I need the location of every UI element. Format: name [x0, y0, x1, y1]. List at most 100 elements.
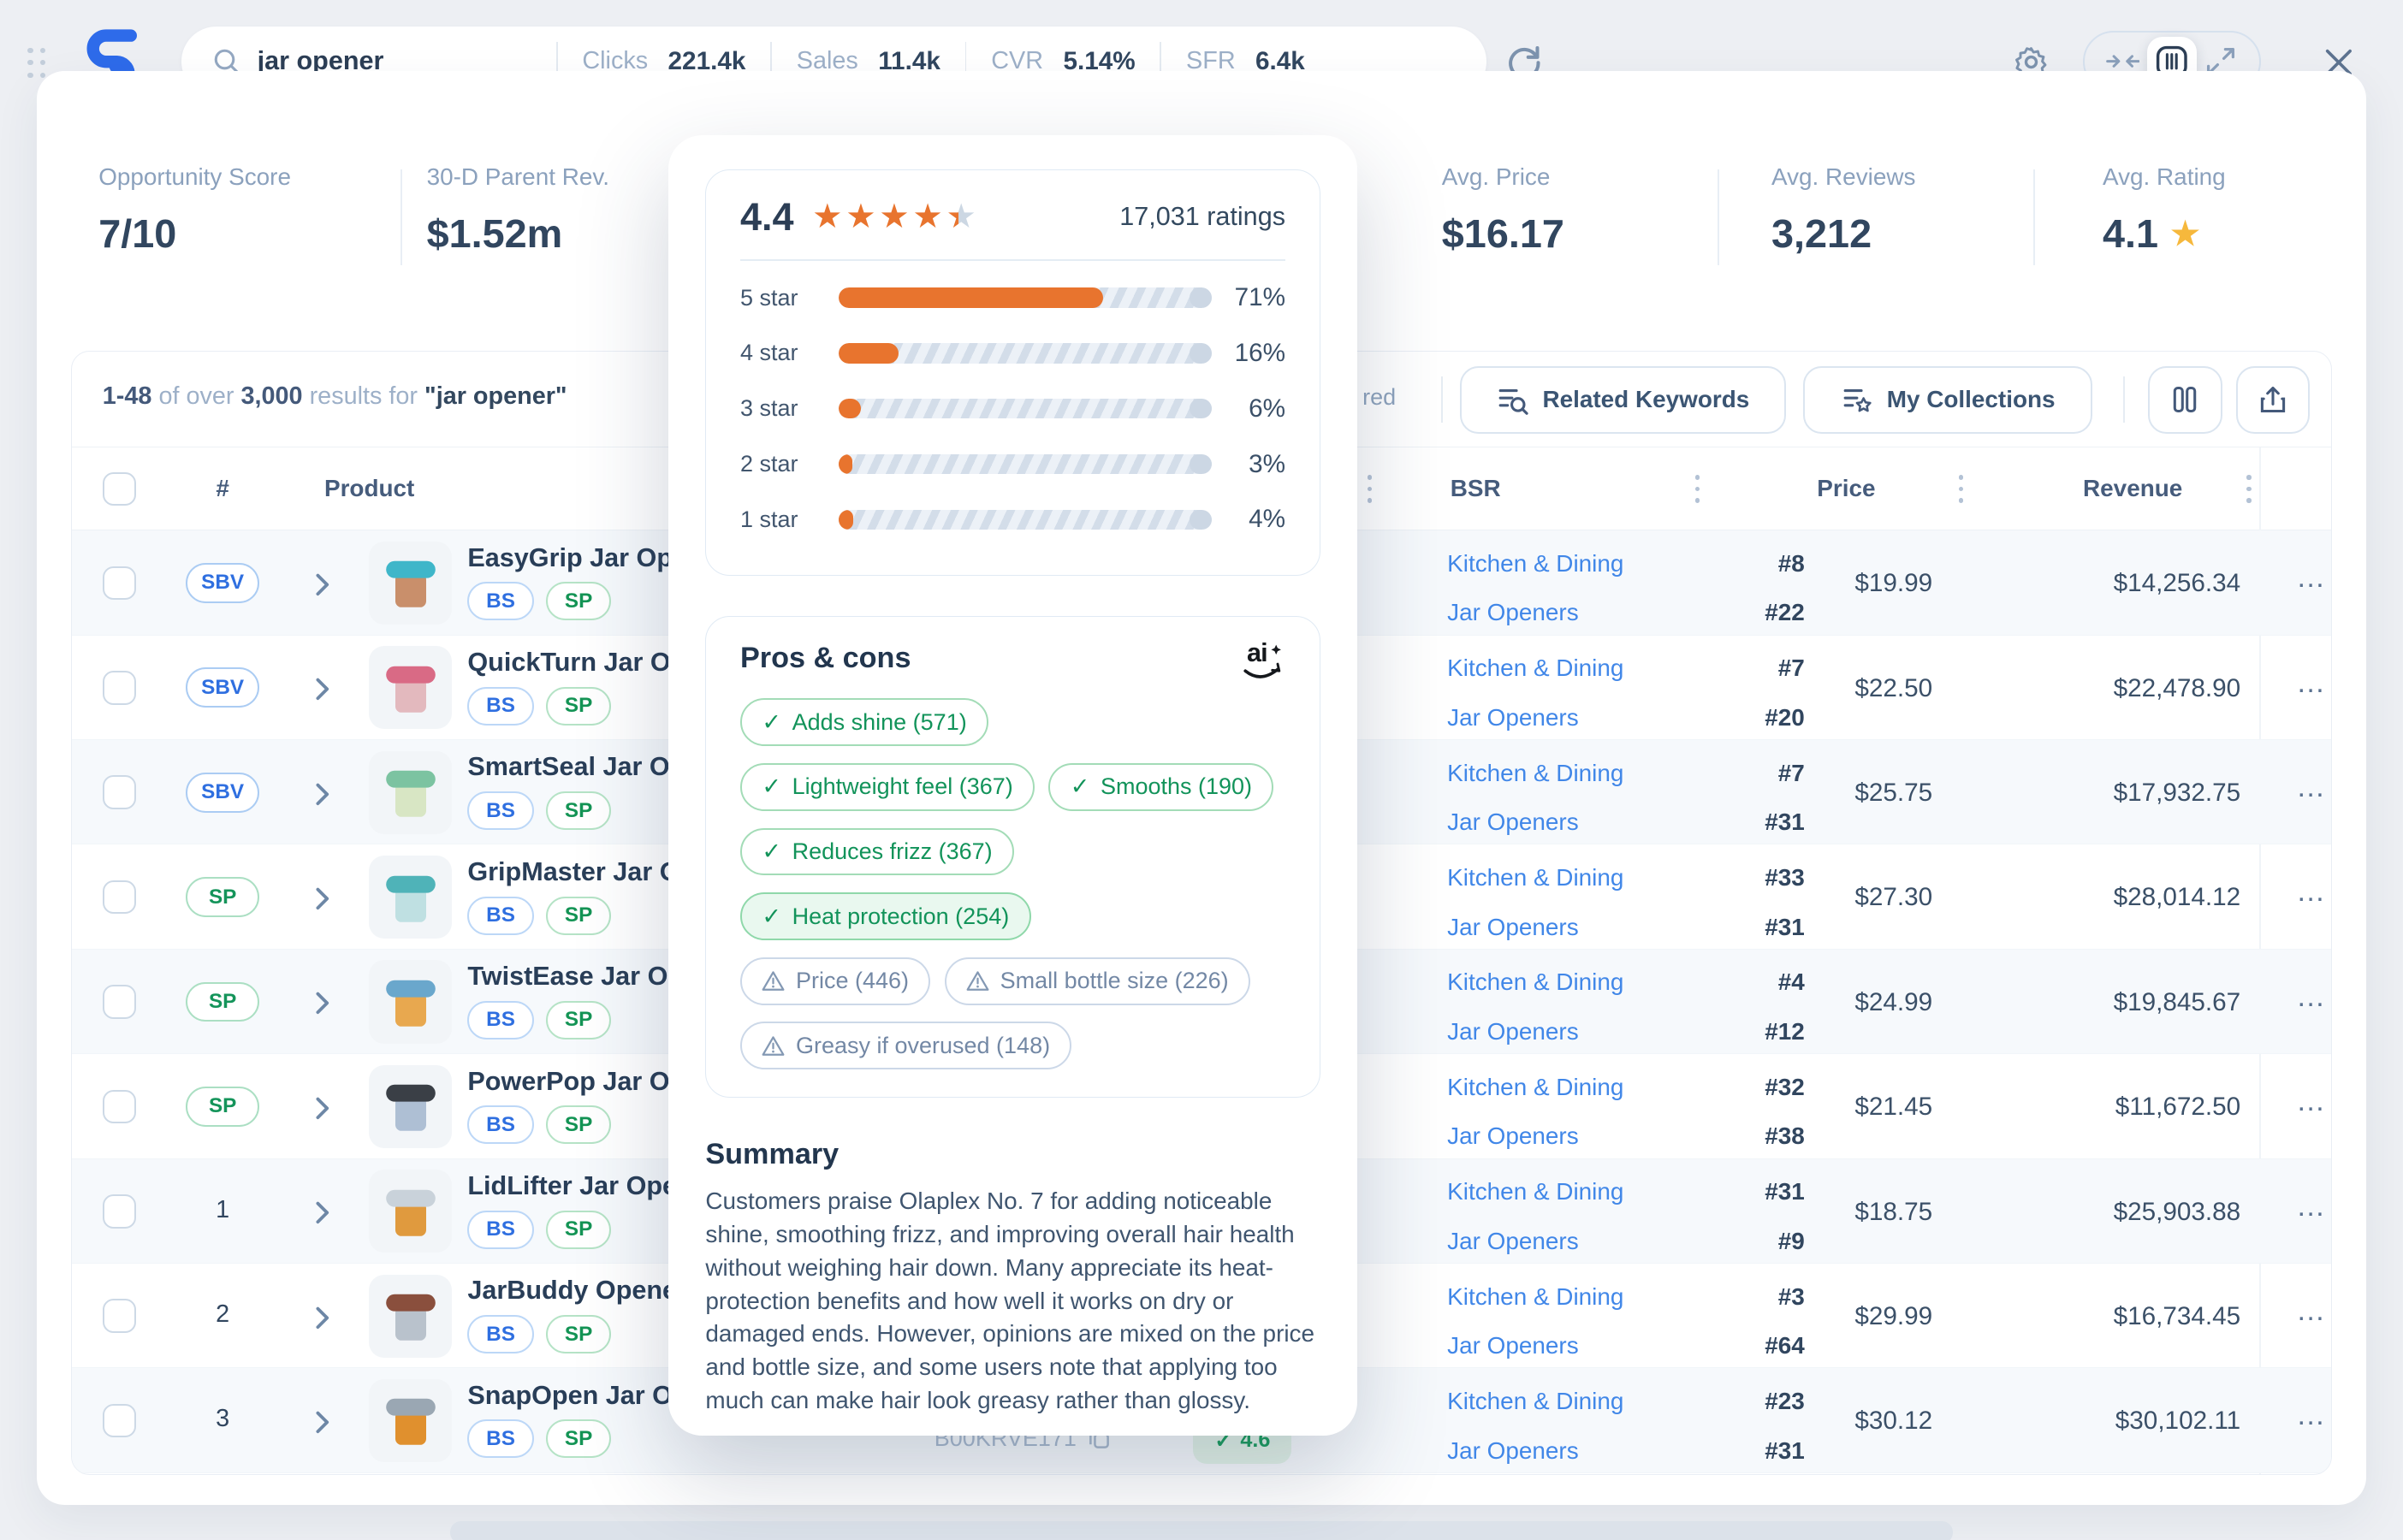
category-link[interactable]: Jar Openers [1447, 1332, 1579, 1359]
chevron-right-icon[interactable] [313, 1306, 332, 1330]
summary-title: Summary [705, 1138, 840, 1171]
category-link[interactable]: Kitchen & Dining [1447, 654, 1624, 682]
revenue-cell: $11,672.50 [2115, 1093, 2241, 1122]
category-link[interactable]: Kitchen & Dining [1447, 759, 1624, 786]
category-link[interactable]: Jar Openers [1447, 1122, 1579, 1150]
pro-tag[interactable]: ✓ Lightweight feel (367) [739, 762, 1035, 811]
columns-settings-button[interactable] [2148, 365, 2222, 434]
star-icon: ★ [2170, 216, 2200, 252]
category-link[interactable]: Kitchen & Dining [1447, 1282, 1624, 1310]
bsr-cell: Kitchen & Dining #4 Jar Openers #12 [1447, 968, 1805, 1045]
chevron-right-icon[interactable] [313, 886, 332, 911]
bsr-cell: Kitchen & Dining #32 Jar Openers #38 [1447, 1073, 1805, 1150]
bsr-cell: Kitchen & Dining #31 Jar Openers #9 [1447, 1178, 1805, 1254]
pro-tag-highlighted[interactable]: ✓ Heat protection (254) [739, 892, 1031, 940]
column-header-product[interactable]: Product [323, 475, 415, 502]
chevron-right-icon[interactable] [313, 572, 332, 597]
rating-stars-icon: ★ ★ ★ ★ ★ [812, 197, 976, 235]
column-menu-icon[interactable] [1958, 475, 1965, 503]
row-checkbox[interactable] [102, 1403, 137, 1438]
drag-handle-icon[interactable] [27, 47, 50, 82]
pro-tag[interactable]: ✓ Smooths (190) [1048, 762, 1274, 811]
rating-bar [838, 343, 1212, 364]
category-link[interactable]: Kitchen & Dining [1447, 1387, 1624, 1414]
stat-cvr: CVR 5.14% [991, 46, 1136, 75]
row-checkbox[interactable] [102, 566, 137, 601]
stat-sales: Sales 11.4k [796, 46, 940, 75]
row-menu-button[interactable]: … [2295, 1399, 2327, 1432]
category-link[interactable]: Jar Openers [1447, 599, 1579, 626]
kpi-avg-reviews: Avg. Reviews 3,212 [1771, 163, 1916, 257]
row-menu-button[interactable]: … [2295, 561, 2327, 595]
background-window-edge [449, 1521, 1954, 1540]
chevron-right-icon[interactable] [313, 991, 332, 1016]
column-header-rank[interactable]: # [216, 475, 229, 502]
row-menu-button[interactable]: … [2295, 980, 2327, 1013]
column-header-price[interactable]: Price [1817, 475, 1876, 502]
con-tag[interactable]: Price (446) [739, 957, 931, 1005]
category-link[interactable]: Kitchen & Dining [1447, 1073, 1624, 1100]
category-link[interactable]: Jar Openers [1447, 1227, 1579, 1254]
column-menu-icon[interactable] [1694, 475, 1701, 503]
row-checkbox[interactable] [102, 880, 137, 915]
row-menu-button[interactable]: … [2295, 1189, 2327, 1223]
row-checkbox[interactable] [102, 1299, 137, 1333]
column-menu-icon[interactable] [1367, 475, 1374, 503]
row-menu-button[interactable]: … [2295, 875, 2327, 909]
row-checkbox[interactable] [102, 985, 137, 1019]
row-menu-button[interactable]: … [2295, 1294, 2327, 1327]
results-range: 1-48 of over 3,000 results for "jar open… [102, 382, 567, 411]
category-link[interactable]: Jar Openers [1447, 703, 1579, 731]
price-cell: $30.12 [1854, 1407, 1933, 1436]
category-link[interactable]: Kitchen & Dining [1447, 1178, 1624, 1205]
pro-tag[interactable]: ✓ Adds shine (571) [739, 698, 989, 747]
row-menu-button[interactable]: … [2295, 770, 2327, 803]
my-collections-button[interactable]: My Collections [1802, 365, 2093, 434]
row-checkbox[interactable] [102, 670, 137, 705]
column-header-revenue[interactable]: Revenue [2083, 475, 2183, 502]
rating-card: 4.4 ★ ★ ★ ★ ★ 17,031 ratings 5 star 71% 4 st… [705, 169, 1320, 577]
pro-tag[interactable]: ✓ Reduces frizz (367) [739, 827, 1015, 876]
revenue-cell: $25,903.88 [2113, 1197, 2241, 1226]
column-menu-icon[interactable] [2246, 475, 2252, 503]
table-row[interactable]: 2 JarBuddy Opener BS SP Kitchen & Dining #… [71, 1264, 2332, 1369]
con-tag[interactable]: Small bottle size (226) [944, 957, 1251, 1005]
category-link[interactable]: Jar Openers [1447, 913, 1579, 940]
rating-bar [838, 399, 1212, 419]
sp-badge: SP [546, 1419, 612, 1459]
export-button[interactable] [2235, 365, 2311, 434]
column-header-bsr[interactable]: BSR [1450, 475, 1501, 502]
category-link[interactable]: Jar Openers [1447, 1436, 1579, 1464]
category-link[interactable]: Kitchen & Dining [1447, 968, 1624, 996]
chevron-right-icon[interactable] [313, 1096, 332, 1121]
rank-badge: SBV [185, 667, 260, 708]
product-image [369, 1378, 453, 1463]
related-keywords-button[interactable]: Related Keywords [1459, 365, 1787, 434]
product-title[interactable]: JarBuddy Opener [467, 1276, 687, 1306]
revenue-cell: $17,932.75 [2113, 778, 2241, 807]
category-link[interactable]: Jar Openers [1447, 808, 1579, 836]
rank-number: 1 [216, 1195, 230, 1223]
product-image [369, 1170, 453, 1253]
stat-clicks: Clicks 221.4k [582, 46, 746, 75]
row-checkbox[interactable] [102, 1194, 137, 1229]
row-checkbox[interactable] [102, 1089, 137, 1124]
row-checkbox[interactable] [102, 775, 137, 809]
category-link[interactable]: Kitchen & Dining [1447, 549, 1624, 577]
kpi-opportunity-score: Opportunity Score 7/10 [98, 163, 291, 257]
category-link[interactable]: Jar Openers [1447, 1018, 1579, 1045]
price-cell: $25.75 [1854, 778, 1933, 807]
row-menu-button[interactable]: … [2295, 1085, 2327, 1118]
category-link[interactable]: Kitchen & Dining [1447, 864, 1624, 891]
chevron-right-icon[interactable] [313, 1200, 332, 1225]
chevron-right-icon[interactable] [313, 782, 332, 807]
select-all-checkbox[interactable] [102, 471, 137, 506]
ai-generated-icon: ai [1239, 638, 1285, 682]
con-tag[interactable]: Greasy if overused (148) [739, 1022, 1072, 1070]
row-menu-button[interactable]: … [2295, 666, 2327, 699]
collapse-view-button[interactable] [2098, 37, 2147, 86]
chevron-right-icon[interactable] [313, 677, 332, 702]
chevron-right-icon[interactable] [313, 1410, 332, 1435]
product-image [369, 1064, 453, 1148]
